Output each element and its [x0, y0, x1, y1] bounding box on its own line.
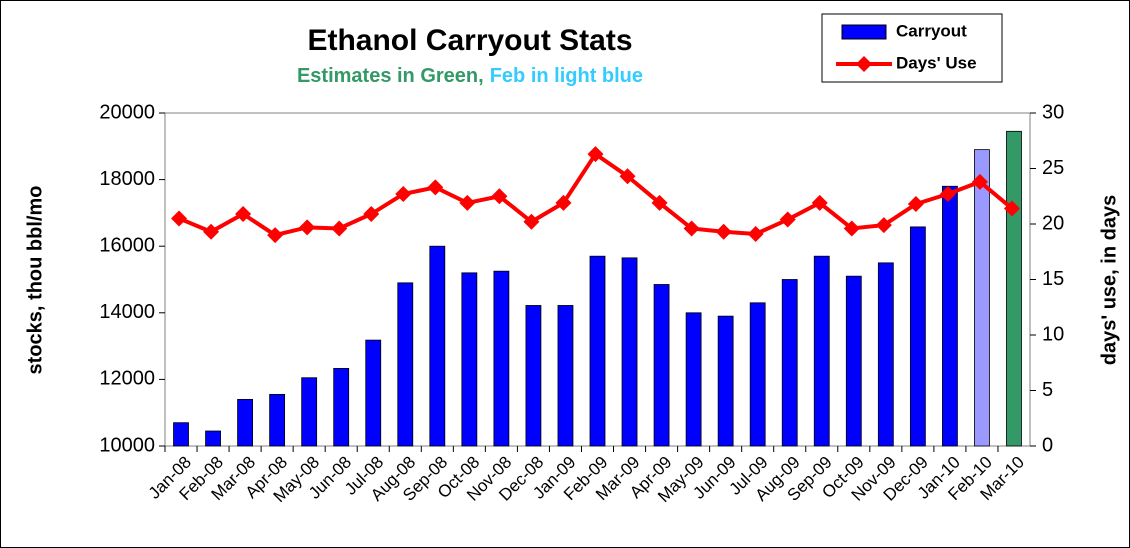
bar: [397, 282, 414, 447]
line-marker: [299, 219, 316, 236]
y2-axis-label: days' use, in days: [1098, 195, 1120, 365]
bar: [717, 315, 734, 447]
bar: [1006, 130, 1022, 447]
y2-tick-label: 5: [1042, 379, 1053, 401]
legend-label: Days' Use: [896, 53, 977, 72]
legend-swatch: [841, 24, 887, 40]
line-marker: [363, 206, 380, 223]
y2-tick-label: 30: [1042, 101, 1064, 123]
legend-marker: [856, 56, 872, 72]
line-marker: [203, 223, 220, 240]
bar: [493, 270, 510, 447]
subtitle-part: Estimates in Green,: [297, 65, 484, 87]
line-marker: [523, 213, 540, 230]
bar: [461, 272, 478, 447]
line-marker: [843, 220, 860, 237]
y2-tick-label: 0: [1042, 434, 1053, 456]
line-marker: [619, 168, 636, 185]
line-marker: [491, 188, 508, 205]
line-marker: [587, 146, 604, 163]
y-axis-label: stocks, thou bbl/mo: [24, 186, 46, 375]
y-tick-label: 10000: [99, 434, 155, 456]
bar: [589, 255, 606, 447]
y-tick-label: 16000: [99, 234, 155, 256]
bar: [365, 339, 382, 447]
line-marker: [427, 179, 444, 196]
bar: [557, 305, 574, 447]
line-marker: [907, 196, 924, 213]
line-marker: [1003, 200, 1020, 217]
line-marker: [971, 173, 988, 190]
line-marker: [811, 194, 828, 211]
bar: [237, 398, 253, 447]
bar: [942, 185, 958, 447]
y-tick-label: 12000: [99, 368, 155, 390]
y-tick-label: 20000: [99, 101, 155, 123]
line-marker: [651, 194, 668, 211]
bar: [269, 393, 286, 447]
line-marker: [235, 206, 252, 223]
y2-tick-label: 10: [1042, 323, 1064, 345]
line-marker: [171, 210, 188, 227]
bar: [333, 368, 350, 447]
bar: [173, 422, 189, 447]
y-tick-label: 14000: [99, 301, 155, 323]
line-marker: [331, 220, 348, 237]
bar: [877, 262, 894, 447]
line-marker: [875, 217, 892, 234]
y2-tick-label: 20: [1042, 212, 1064, 234]
line-marker: [459, 194, 476, 211]
bar: [621, 257, 638, 447]
y2-tick-label: 15: [1042, 268, 1064, 290]
bar: [813, 255, 830, 447]
bar: [974, 149, 990, 447]
line-marker: [779, 211, 796, 228]
line-marker: [267, 227, 284, 244]
line-marker: [555, 194, 572, 211]
bar: [429, 245, 446, 447]
bar: [781, 279, 798, 447]
legend-label: Carryout: [896, 21, 967, 40]
bar: [205, 430, 221, 447]
line-marker: [715, 223, 732, 240]
chart-subtitle: Estimates in Green, Feb in light blue: [297, 65, 643, 87]
bar: [909, 226, 926, 447]
line-marker: [395, 186, 412, 203]
bar: [845, 275, 862, 447]
line-marker: [939, 186, 956, 203]
bar: [685, 312, 702, 447]
subtitle-part: Feb in light blue: [490, 65, 643, 87]
bar: [749, 302, 766, 447]
bar: [653, 284, 670, 447]
bar: [525, 305, 542, 447]
chart-title: Ethanol Carryout Stats: [307, 24, 632, 57]
line-marker: [747, 225, 764, 242]
y-tick-label: 18000: [99, 168, 155, 190]
bar: [301, 377, 318, 447]
y2-tick-label: 25: [1042, 157, 1064, 179]
line-marker: [683, 220, 700, 237]
